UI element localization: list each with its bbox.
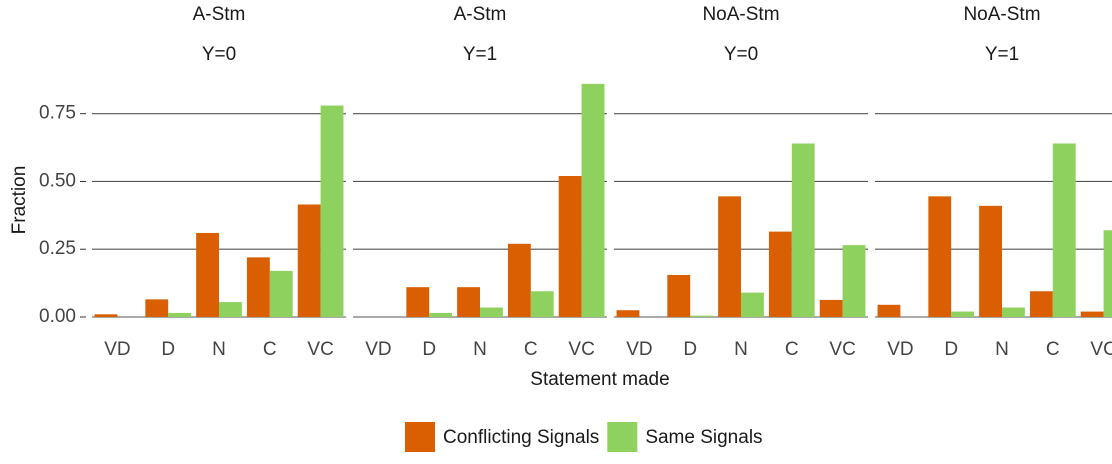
x-tick-label: D <box>422 339 436 360</box>
strip-title: NoA-Stm <box>963 4 1040 25</box>
strip-title: A-Stm <box>454 4 507 25</box>
legend-label: Conflicting Signals <box>443 427 599 448</box>
x-tick-label: VC <box>1090 339 1112 360</box>
bar <box>1052 143 1076 317</box>
x-tick-label: VD <box>104 339 130 360</box>
bar <box>297 204 321 317</box>
y-tick-label: 0.75 <box>39 103 76 124</box>
bar <box>246 257 270 317</box>
bar <box>530 291 554 317</box>
strip-subtitle: Y=1 <box>985 44 1019 65</box>
x-tick-label: C <box>263 339 277 360</box>
bar <box>718 196 741 317</box>
bar <box>877 304 901 317</box>
x-tick-label: C <box>785 339 799 360</box>
bar <box>94 314 118 317</box>
legend-swatch <box>405 422 435 452</box>
bar <box>219 302 242 317</box>
strip-title: NoA-Stm <box>702 4 779 25</box>
x-tick-label: N <box>473 339 487 360</box>
x-tick-label: N <box>212 339 226 360</box>
bar <box>741 292 764 317</box>
bar <box>768 231 792 317</box>
x-tick-label: N <box>734 339 748 360</box>
x-tick-label: C <box>1046 339 1060 360</box>
x-tick-label: VC <box>307 339 333 360</box>
strip-subtitle: Y=0 <box>724 44 758 65</box>
strip-title: A-Stm <box>193 4 246 25</box>
bar <box>951 311 975 317</box>
strip-subtitle: Y=0 <box>202 44 236 65</box>
bar <box>558 176 582 317</box>
bar <box>819 299 843 317</box>
bar <box>480 307 503 317</box>
bar <box>457 287 480 317</box>
bar <box>581 83 605 317</box>
x-tick-label: VD <box>626 339 652 360</box>
bar <box>842 245 866 317</box>
bar <box>196 232 219 317</box>
x-tick-label: VD <box>365 339 391 360</box>
bar <box>145 299 169 317</box>
legend-swatch <box>607 422 638 452</box>
bar <box>791 143 815 317</box>
bar <box>667 274 691 317</box>
bar <box>1080 311 1104 317</box>
bar <box>168 312 192 317</box>
x-tick-label: D <box>161 339 175 360</box>
bar <box>690 315 714 317</box>
y-tick-label: 0.00 <box>39 306 76 327</box>
strip-subtitle: Y=1 <box>463 44 497 65</box>
bar <box>507 243 531 317</box>
bar <box>320 105 344 318</box>
x-tick-label: VC <box>829 339 855 360</box>
x-tick-label: VC <box>568 339 594 360</box>
bar <box>1103 230 1112 317</box>
y-axis-label: Fraction <box>9 166 30 235</box>
legend-label: Same Signals <box>645 427 762 448</box>
x-tick-label: N <box>995 339 1009 360</box>
y-tick-label: 0.25 <box>39 238 76 259</box>
bar <box>979 205 1002 317</box>
bar <box>406 287 430 317</box>
x-tick-label: VD <box>887 339 913 360</box>
x-tick-label: D <box>683 339 697 360</box>
x-axis-label: Statement made <box>530 369 669 390</box>
bar <box>1002 307 1025 317</box>
bar <box>928 196 952 317</box>
bar <box>429 312 453 317</box>
bar <box>1029 291 1053 317</box>
bar <box>616 310 640 317</box>
x-tick-label: C <box>524 339 538 360</box>
bar <box>269 270 293 317</box>
x-tick-label: D <box>944 339 958 360</box>
y-tick-label: 0.50 <box>39 170 76 191</box>
